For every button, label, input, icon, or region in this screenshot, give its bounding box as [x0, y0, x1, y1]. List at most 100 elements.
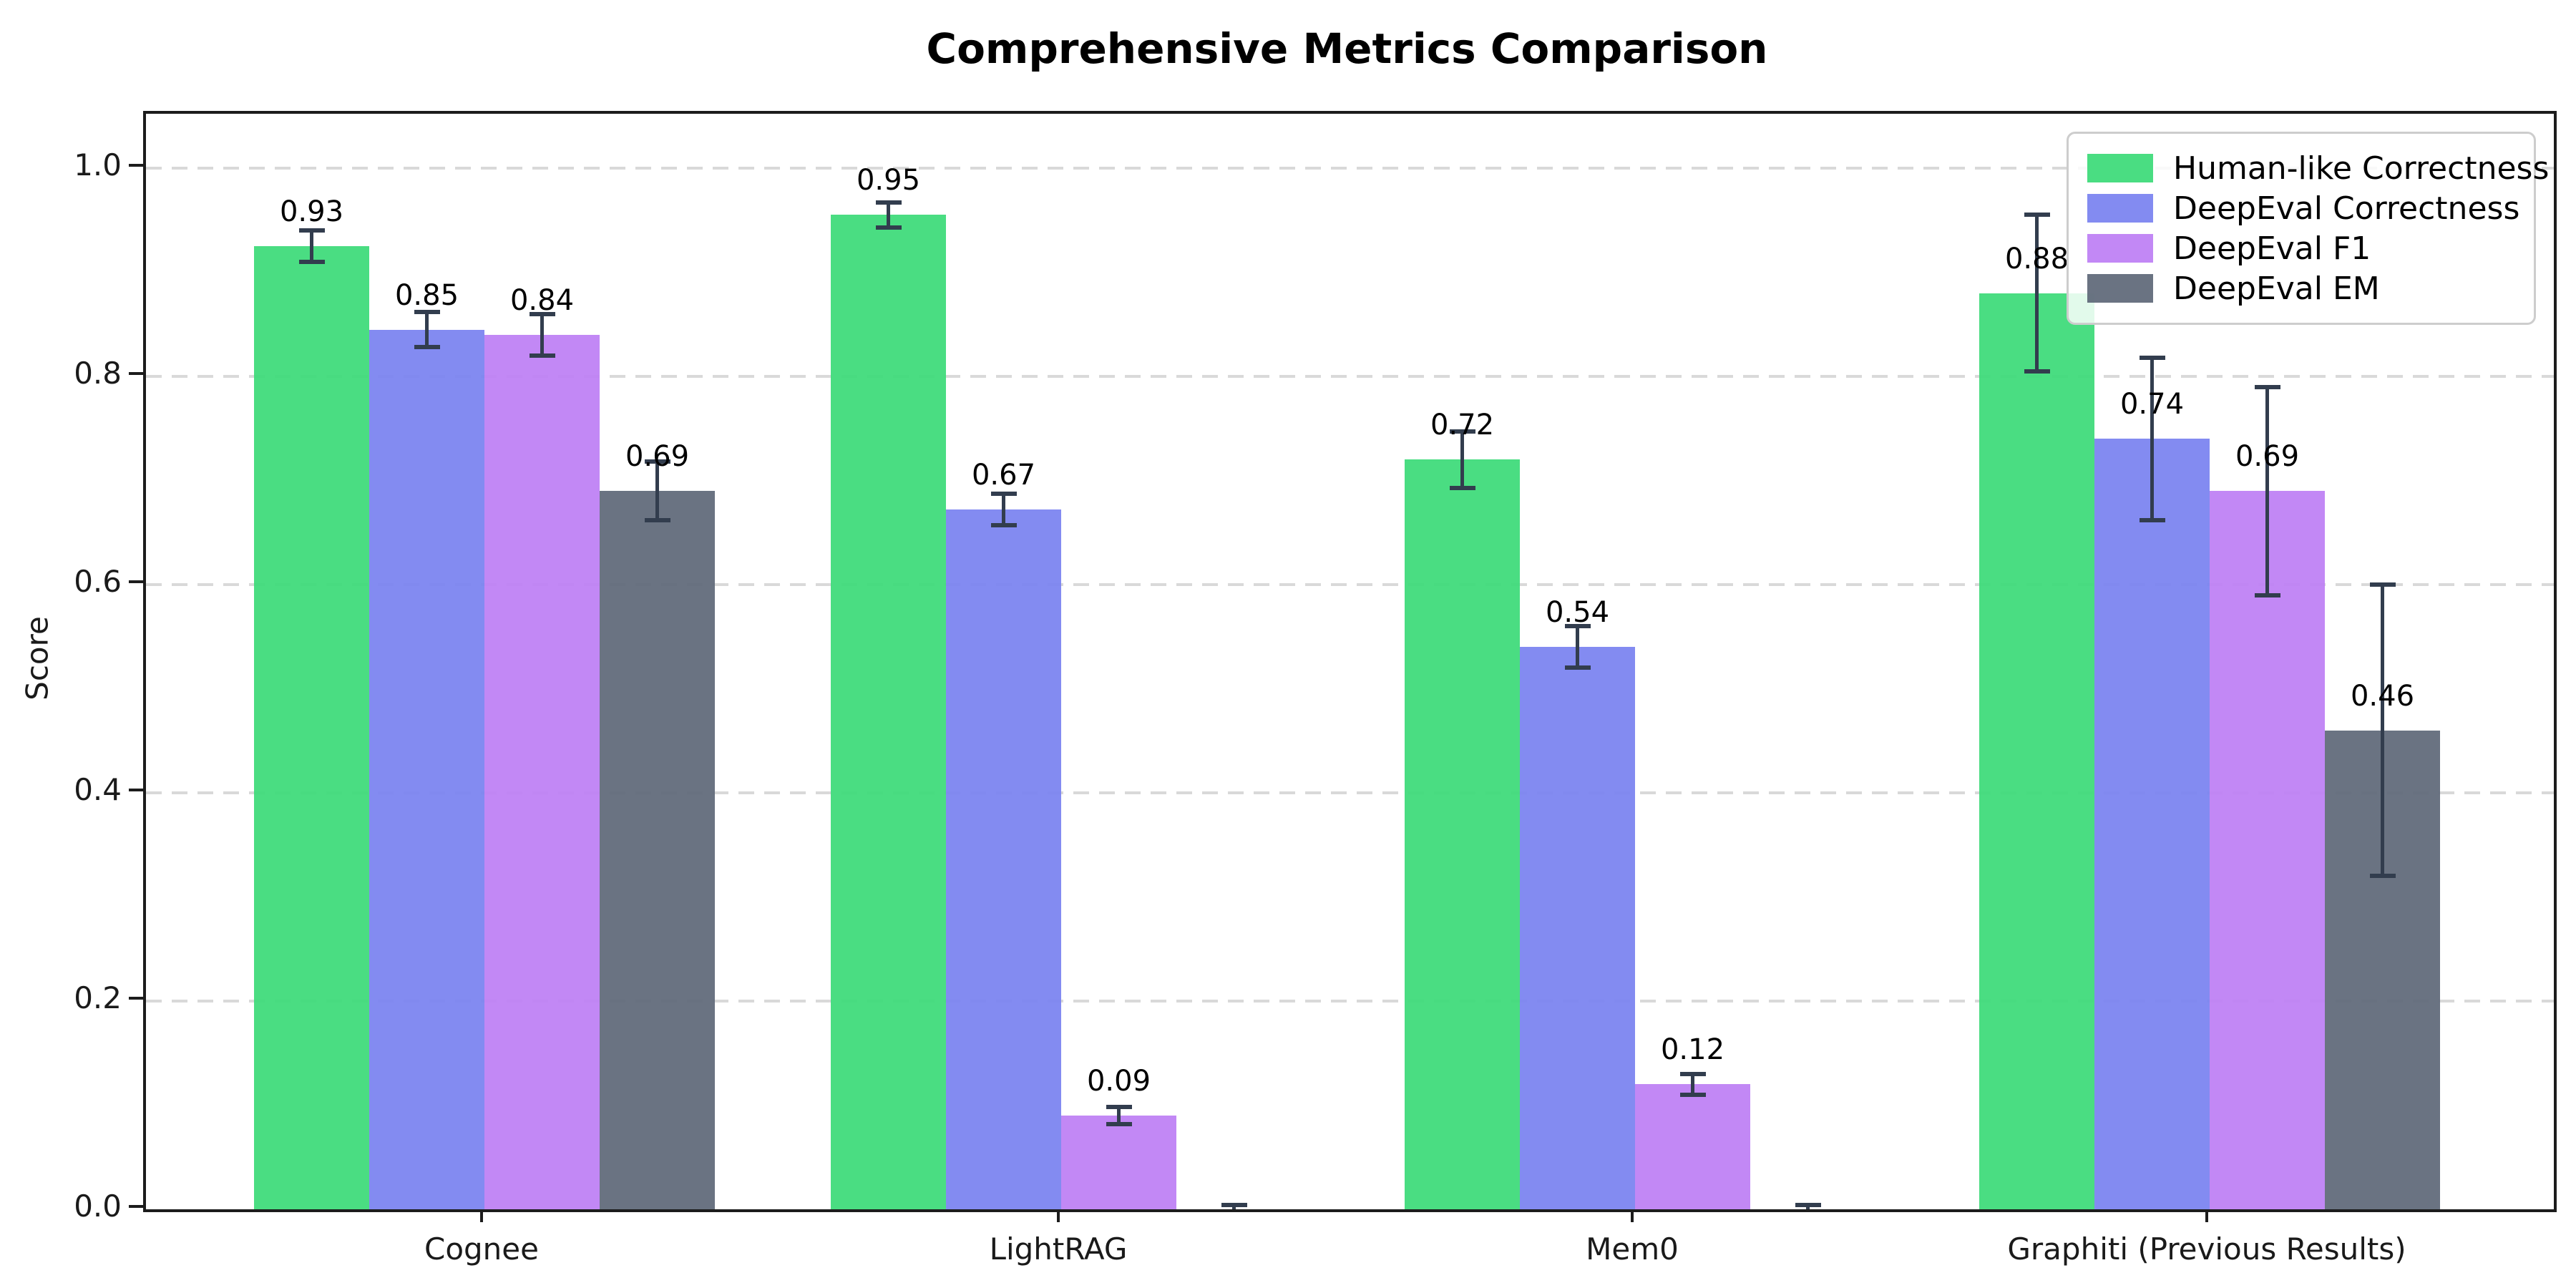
error-bar-cap-bottom: [2369, 874, 2396, 879]
error-bar-cap-top: [529, 311, 555, 316]
y-tick-label: 0.0: [74, 1189, 122, 1224]
legend-swatch: [2087, 194, 2153, 223]
legend-item: DeepEval Correctness: [2087, 188, 2519, 228]
error-bar-cap-top: [2369, 582, 2396, 587]
error-bar-cap-top: [875, 200, 902, 205]
error-bar-cap-top: [414, 309, 440, 314]
bar-value-label: 0.67: [971, 459, 1036, 492]
legend-item: DeepEval EM: [2087, 268, 2515, 308]
legend-item: DeepEval F1: [2087, 228, 2515, 268]
error-bar-cap-top: [1106, 1105, 1132, 1110]
error-bar-line: [2035, 215, 2039, 371]
error-bar-cap-bottom: [298, 259, 325, 264]
bar: [254, 246, 369, 1209]
gridline: [146, 375, 2554, 378]
y-tick-label: 0.4: [74, 772, 122, 807]
bar-value-label: 0.12: [1660, 1033, 1725, 1067]
gridline: [146, 167, 2554, 170]
legend-label: DeepEval Correctness: [2173, 190, 2520, 227]
error-bar-cap-bottom: [414, 345, 440, 350]
error-bar-cap-top: [644, 459, 670, 464]
bar: [369, 329, 484, 1209]
error-bar-cap-bottom: [1679, 1092, 1706, 1097]
bar-value-label: 0.88: [2004, 242, 2069, 275]
error-bar-line: [887, 203, 890, 228]
y-tick-label: 1.0: [74, 147, 122, 182]
error-bar-line: [1002, 494, 1005, 526]
error-bar-line: [1460, 431, 1464, 488]
bar: [946, 509, 1061, 1209]
error-bar-cap-top: [1449, 429, 1475, 434]
bar: [1405, 459, 1520, 1209]
x-tick-mark: [480, 1209, 483, 1222]
error-bar-cap-top: [2024, 213, 2050, 218]
legend-swatch: [2087, 154, 2153, 182]
bar-value-label: 0.72: [1430, 409, 1495, 442]
bar-value-label: 0.46: [2350, 679, 2415, 713]
bar: [2210, 491, 2325, 1209]
error-bar-cap-bottom: [1795, 1211, 1821, 1212]
error-bar-cap-bottom: [875, 225, 902, 230]
legend-swatch: [2087, 234, 2153, 263]
bar: [600, 491, 715, 1209]
error-bar-cap-bottom: [2139, 517, 2165, 522]
error-bar-cap-top: [1679, 1071, 1706, 1076]
legend-label: Human-like Correctness: [2173, 150, 2550, 187]
y-tick-label: 0.8: [74, 356, 122, 391]
y-tick-label: 0.6: [74, 564, 122, 599]
y-tick-mark: [129, 372, 143, 375]
error-bar-line: [655, 462, 659, 520]
chart-title: Comprehensive Metrics Comparison: [926, 24, 1768, 73]
error-bar-cap-bottom: [990, 523, 1017, 528]
bar-value-label: 0.69: [625, 440, 690, 474]
legend-swatch: [2087, 274, 2153, 303]
x-tick-label: Graphiti (Previous Results): [2007, 1231, 2406, 1267]
bar-value-label: 0.54: [1545, 596, 1610, 630]
error-bar-line: [2150, 357, 2154, 520]
error-bar-line: [310, 230, 313, 262]
error-bar-line: [1576, 626, 1579, 668]
gridline: [146, 583, 2554, 586]
x-tick-mark: [1631, 1209, 1634, 1222]
x-tick-label: LightRAG: [989, 1231, 1128, 1267]
error-bar-cap-bottom: [2254, 592, 2280, 597]
bar-value-label: 0.85: [394, 278, 459, 312]
y-tick-mark: [129, 164, 143, 167]
y-tick-mark: [129, 789, 143, 791]
error-bar-line: [425, 311, 429, 348]
error-bar-cap-bottom: [1449, 485, 1475, 490]
legend-item: Human-like Correctness: [2087, 148, 2549, 188]
bar-value-label: 0.95: [856, 164, 921, 197]
error-bar-cap-top: [1221, 1203, 1247, 1208]
x-tick-label: Mem0: [1586, 1231, 1679, 1267]
gridline: [146, 1000, 2554, 1002]
legend: Human-like Correctness DeepEval Correctne…: [2067, 132, 2549, 325]
bar: [2094, 439, 2210, 1209]
y-tick-mark: [129, 580, 143, 583]
error-bar-cap-top: [1795, 1203, 1821, 1208]
error-bar-cap-bottom: [1564, 665, 1591, 670]
error-bar-cap-bottom: [1221, 1211, 1247, 1212]
error-bar-line: [2265, 386, 2269, 595]
legend-label: DeepEval F1: [2173, 230, 2371, 267]
bar-value-label: 0.09: [1086, 1065, 1151, 1098]
bar: [1520, 647, 1635, 1209]
bar-value-label: 0.69: [2235, 440, 2300, 474]
x-tick-mark: [2205, 1209, 2208, 1222]
y-tick-mark: [129, 1205, 143, 1208]
bar: [484, 334, 600, 1209]
error-bar-cap-top: [2254, 384, 2280, 389]
error-bar-line: [1117, 1107, 1121, 1124]
error-bar-cap-top: [2139, 355, 2165, 360]
error-bar-cap-top: [298, 228, 325, 233]
error-bar-cap-bottom: [1106, 1121, 1132, 1126]
error-bar-cap-bottom: [529, 353, 555, 358]
x-tick-label: Cognee: [424, 1231, 539, 1267]
bar-value-label: 0.74: [2119, 388, 2185, 421]
bar: [1979, 293, 2094, 1209]
y-tick-label: 0.2: [74, 980, 122, 1015]
error-bar-line: [540, 313, 544, 356]
x-tick-mark: [1057, 1209, 1060, 1222]
error-bar-line: [2381, 585, 2384, 877]
bar-value-label: 0.84: [509, 283, 575, 317]
